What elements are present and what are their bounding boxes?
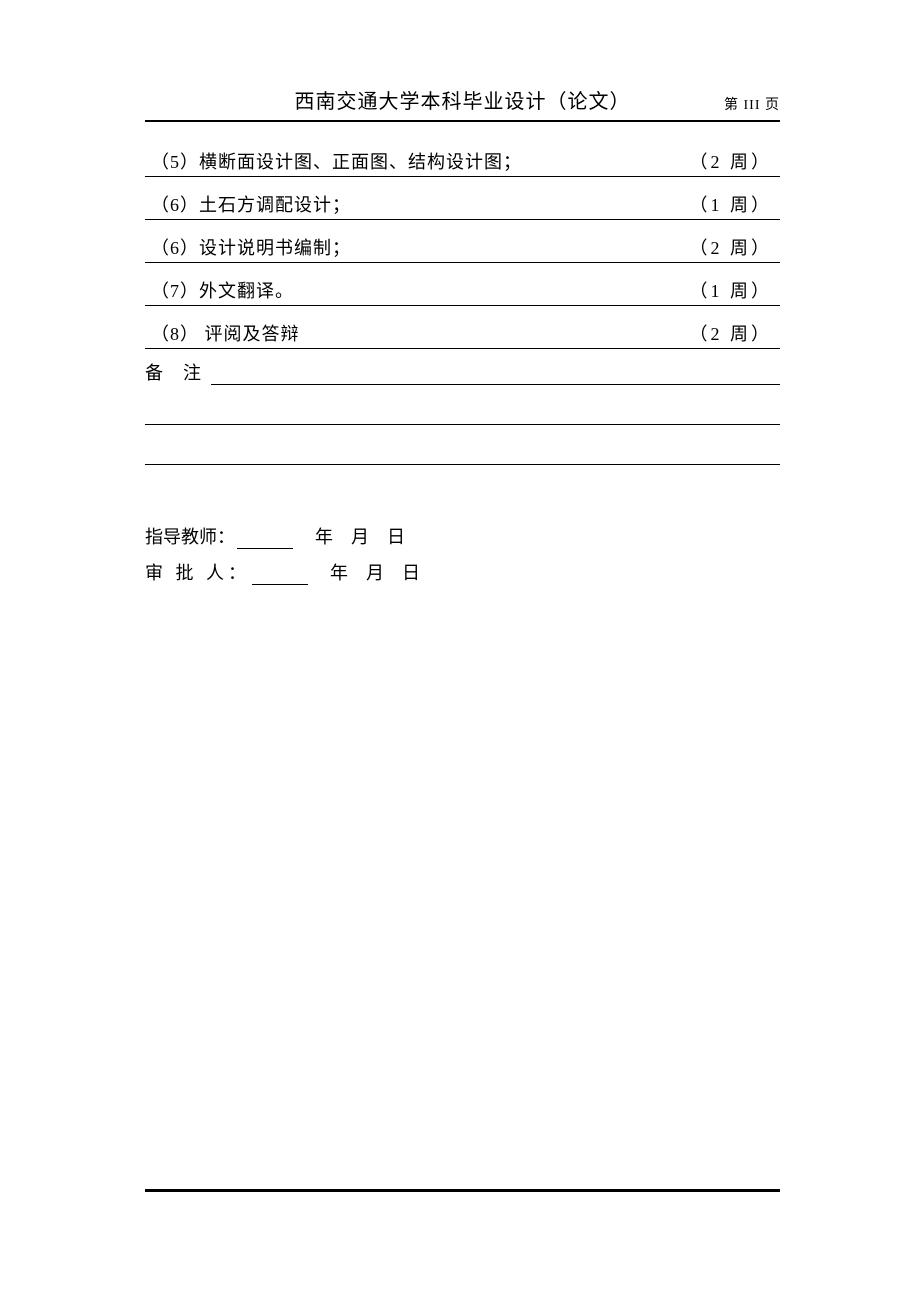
task-duration: （2 周） xyxy=(690,148,779,174)
remark-row: 备注 xyxy=(145,359,780,385)
header-title: 西南交通大学本科毕业设计（论文） xyxy=(295,85,631,114)
task-row: （5）横断面设计图、正面图、结构设计图； （2 周） xyxy=(145,144,780,177)
task-text: （7）外文翻译。 xyxy=(151,277,294,303)
blank-underline xyxy=(145,443,780,465)
remark-underline xyxy=(211,363,780,385)
task-duration: （1 周） xyxy=(690,277,779,303)
task-text: （5）横断面设计图、正面图、结构设计图； xyxy=(151,148,522,174)
page-header: 西南交通大学本科毕业设计（论文） 第 III 页 xyxy=(145,85,780,122)
task-row: （8） 评阅及答辩 （2 周） xyxy=(145,316,780,349)
task-duration: （1 周） xyxy=(690,191,779,217)
footer-rule xyxy=(145,1189,780,1192)
task-row: （6）设计说明书编制； （2 周） xyxy=(145,230,780,263)
page-number: 第 III 页 xyxy=(724,94,780,114)
approver-row: 审 批 人： 年月日 xyxy=(145,559,780,585)
blank-underline xyxy=(145,403,780,425)
task-duration: （2 周） xyxy=(690,234,779,260)
page-container: 西南交通大学本科毕业设计（论文） 第 III 页 （5）横断面设计图、正面图、结… xyxy=(0,0,920,585)
signature-section: 指导教师： 年月日 审 批 人： 年月日 xyxy=(145,523,780,585)
task-text: （6）土石方调配设计； xyxy=(151,191,351,217)
remark-label: 备注 xyxy=(145,359,221,385)
date-fields: 年月日 xyxy=(315,523,423,549)
advisor-label: 指导教师： xyxy=(145,523,235,549)
advisor-row: 指导教师： 年月日 xyxy=(145,523,780,549)
signature-underline xyxy=(237,529,293,549)
task-duration: （2 周） xyxy=(690,320,779,346)
approver-label: 审 批 人： xyxy=(145,559,250,585)
task-row: （7）外文翻译。 （1 周） xyxy=(145,273,780,306)
task-text: （8） 评阅及答辩 xyxy=(151,320,300,346)
signature-underline xyxy=(252,565,308,585)
task-text: （6）设计说明书编制； xyxy=(151,234,351,260)
date-fields: 年月日 xyxy=(330,559,438,585)
task-row: （6）土石方调配设计； （1 周） xyxy=(145,187,780,220)
